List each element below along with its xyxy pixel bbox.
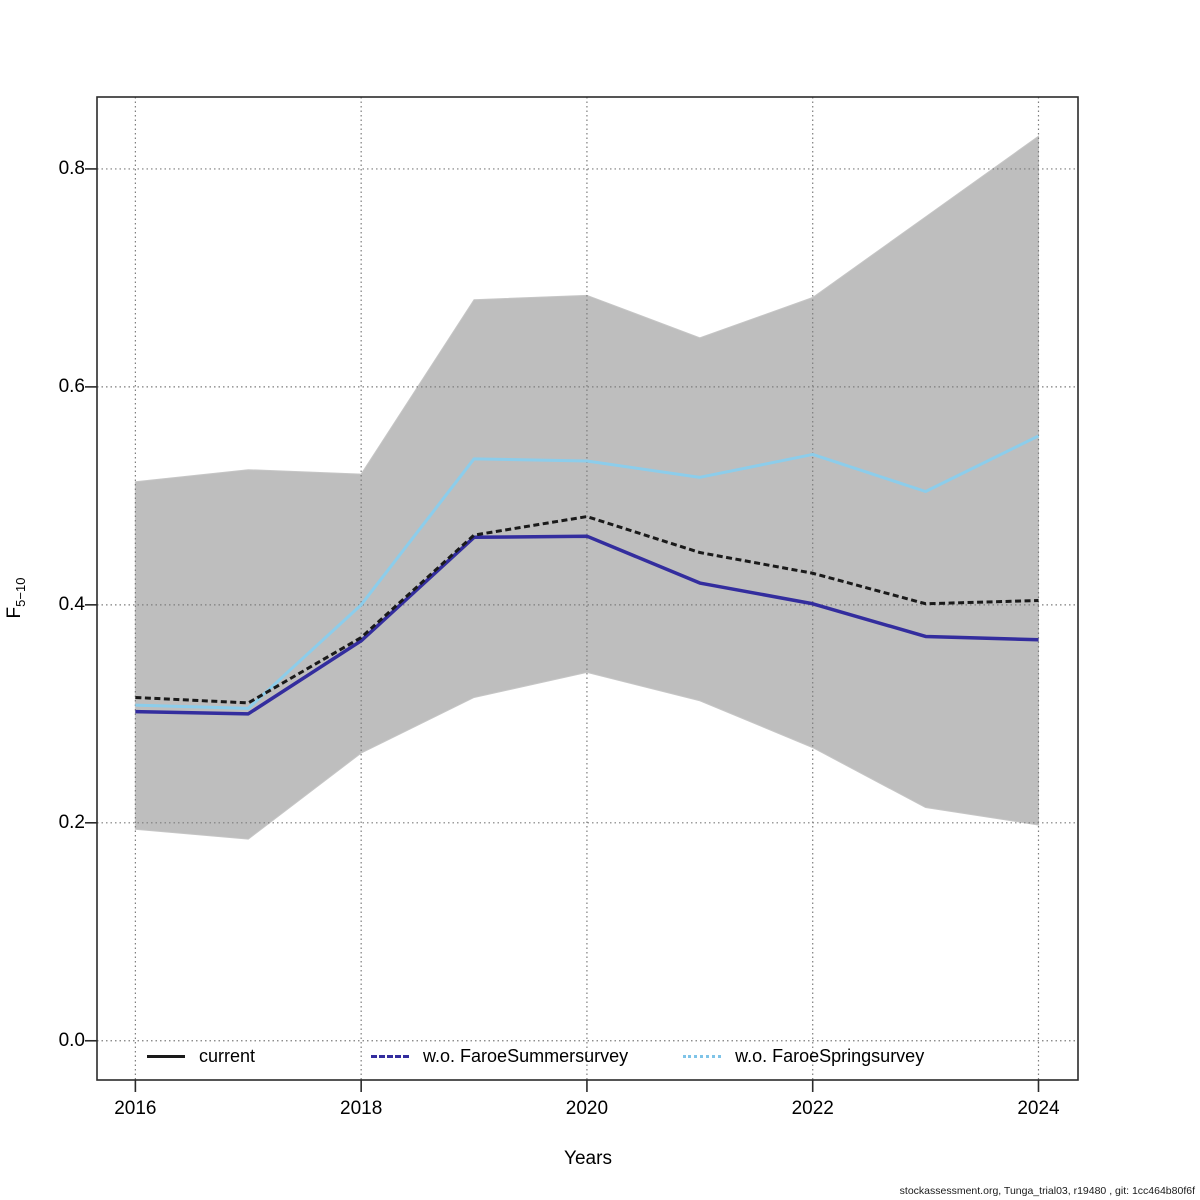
x-tick-label: 2020 (565, 1098, 609, 1119)
legend-label-springsurvey: w.o. FaroeSpringsurvey (735, 1046, 925, 1066)
legend-label-summersurvey: w.o. FaroeSummersurvey (423, 1046, 629, 1066)
y-axis-label-subscript: 5−10 (12, 577, 28, 607)
y-axis-label: F5−10 (4, 578, 28, 619)
y-tick-label: 0.4 (58, 593, 85, 615)
legend-line-sample-current (147, 1055, 185, 1058)
y-tick-label: 0.0 (58, 1029, 85, 1051)
y-tick-label: 0.2 (58, 811, 85, 833)
y-tick-label: 0.8 (58, 157, 85, 179)
legend-line-sample-springsurvey (683, 1055, 722, 1058)
x-tick-label: 2022 (791, 1098, 834, 1119)
series-line-faroesummersurvey (135, 534, 1039, 716)
x-tick-label: 2016 (114, 1098, 157, 1119)
x-tick-label: 2018 (340, 1098, 383, 1119)
legend-item-springsurvey: w.o. FaroeSpringsurvey (683, 1046, 924, 1067)
legend: current w.o. FaroeSummersurvey w.o. Faro… (147, 1046, 924, 1067)
x-axis-label: Years (564, 1148, 612, 1169)
legend-label-current: current (199, 1046, 256, 1066)
legend-item-summersurvey: w.o. FaroeSummersurvey (371, 1046, 628, 1067)
confidence-band (134, 135, 1039, 840)
footer-credit: stockassessment.org, Tunga_trial03, r194… (899, 1185, 1195, 1197)
series-line-current (135, 515, 1039, 705)
x-tick-label: 2024 (1017, 1098, 1060, 1119)
y-axis-label-base: F (4, 606, 26, 619)
legend-item-current: current (147, 1046, 255, 1067)
series-line-faroespringsurvey (135, 434, 1040, 710)
y-tick-label: 0.6 (58, 375, 85, 397)
legend-line-sample-summersurvey (371, 1055, 410, 1058)
